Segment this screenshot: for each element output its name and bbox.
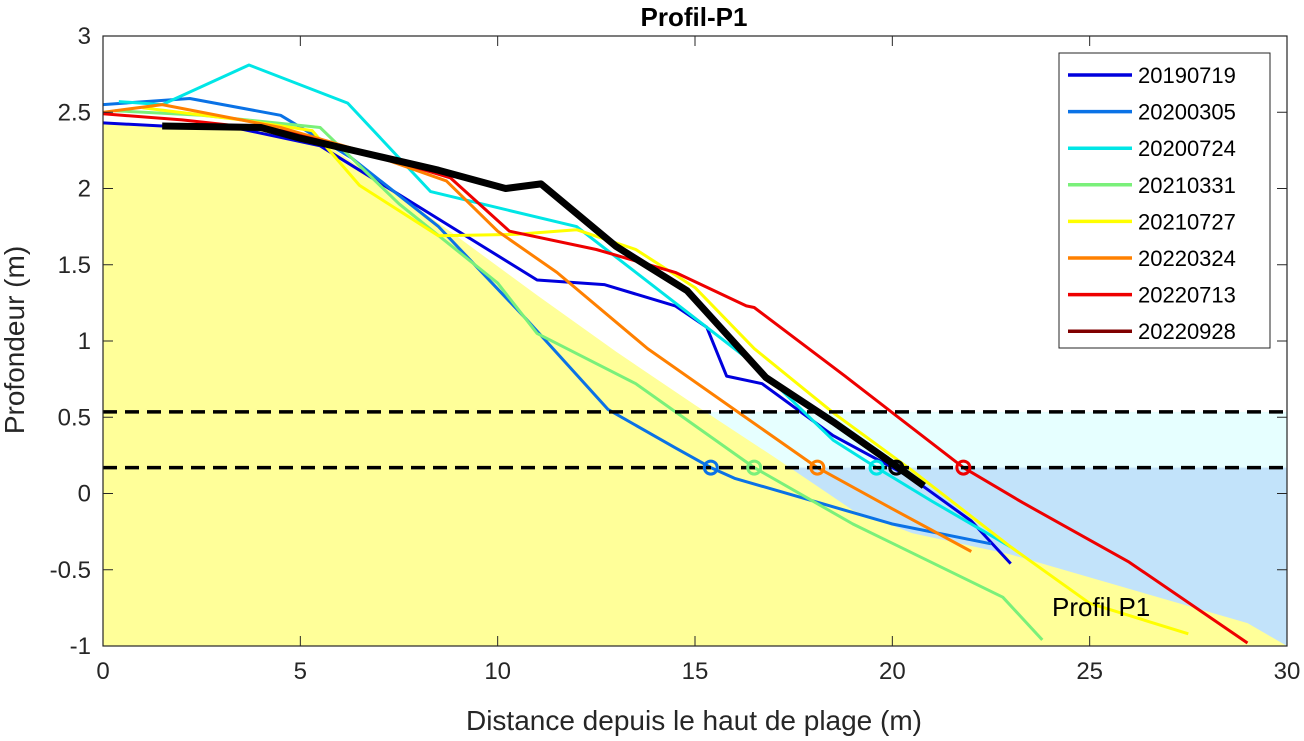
- legend-label-20220928: 20220928: [1138, 319, 1236, 344]
- x-tick-label: 5: [294, 658, 307, 685]
- legend-items: 20190719 20200305 20200724 20210331 20210727…: [1068, 63, 1236, 344]
- legend-label-20220713: 20220713: [1138, 283, 1236, 308]
- y-tick-label: 0: [78, 481, 91, 508]
- x-axis-label: Distance depuis le haut de plage (m): [466, 705, 922, 736]
- marker-20210331: [746, 459, 763, 476]
- x-tick-label: 10: [484, 658, 511, 685]
- series-line-20190719: [102, 121, 1012, 565]
- y-tick-label: 3: [78, 23, 91, 50]
- y-axis-label: Profondeur (m): [0, 246, 30, 434]
- legend-label-20200724: 20200724: [1138, 136, 1236, 161]
- legend-label-20220324: 20220324: [1138, 246, 1236, 271]
- axis-layer: 0 5 10 15 20 25 30 -1 -0.5 0 0.5 1 1.5 2 2.5 3: [50, 23, 1301, 685]
- legend-label-20200305: 20200305: [1138, 100, 1236, 125]
- profile-annotation: Profil P1: [1052, 592, 1150, 622]
- x-tick-label: 20: [879, 658, 906, 685]
- x-tick-label: 25: [1076, 658, 1103, 685]
- marker-20220324: [809, 459, 826, 476]
- beach-sand-area: [103, 122, 1287, 647]
- series-line-20210727: [142, 106, 1189, 636]
- series-line-20220324: [102, 103, 973, 553]
- y-tick-label: 0.5: [58, 404, 91, 431]
- legend-label-20190719: 20190719: [1138, 63, 1236, 88]
- y-tick-label: 2.5: [58, 99, 91, 126]
- chart-title: Profil-P1: [641, 2, 748, 32]
- marker-20220928: [888, 459, 905, 476]
- x-tick-label: 15: [682, 658, 709, 685]
- marker-20200305: [702, 459, 719, 476]
- series-line-20210331: [114, 109, 1044, 641]
- y-tick-label: 2: [78, 176, 91, 203]
- y-tick-label: -0.5: [50, 557, 91, 584]
- marker-20200724: [868, 459, 885, 476]
- y-tick-label: -1: [70, 633, 91, 660]
- y-tick-label: 1: [78, 328, 91, 355]
- legend-label-20210331: 20210331: [1138, 173, 1236, 198]
- background-layer: [103, 122, 1287, 647]
- legend: 20190719 20200305 20200724 20210331 20210727…: [1058, 52, 1271, 349]
- legend-label-20210727: 20210727: [1138, 209, 1236, 234]
- legend-box: [1058, 52, 1271, 349]
- series-line-20220928: [162, 122, 926, 489]
- x-tick-label: 0: [96, 658, 109, 685]
- marker-20220713: [955, 459, 972, 476]
- y-tick-label: 1.5: [58, 252, 91, 279]
- series-line-20200724: [118, 63, 1012, 549]
- x-tick-label: 30: [1274, 658, 1301, 685]
- series-layer: [102, 63, 1287, 645]
